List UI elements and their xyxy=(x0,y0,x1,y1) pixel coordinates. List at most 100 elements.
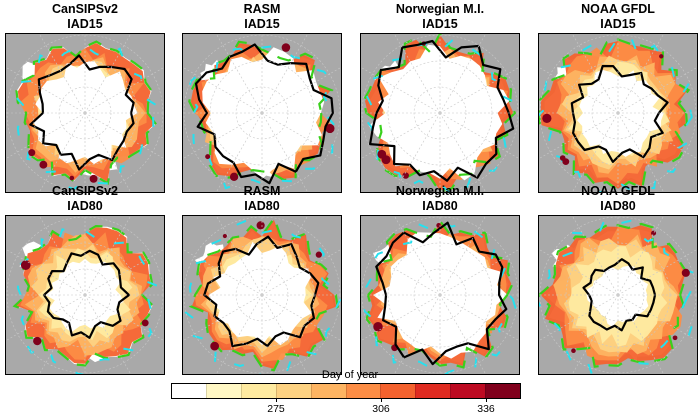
arctic-map xyxy=(5,215,165,375)
panel-model-title: CanSIPSv2 xyxy=(51,184,118,198)
map-svg xyxy=(539,216,697,374)
panel-metric-title: IAD15 xyxy=(67,17,103,31)
panel-model-title: CanSIPSv2 xyxy=(51,2,118,16)
longitude-gridline xyxy=(216,34,263,114)
map-svg xyxy=(183,216,341,374)
dark-red-spot xyxy=(229,172,239,181)
colorbar-swatch xyxy=(240,384,276,398)
dark-red-spot xyxy=(325,123,335,134)
panel-model-title: NOAA GFDL xyxy=(581,2,655,16)
longitude-gridline xyxy=(6,112,86,159)
colorbar-swatch xyxy=(310,384,346,398)
colorbar-swatch xyxy=(450,384,486,398)
dark-red-spot xyxy=(205,154,211,160)
dark-red-spot xyxy=(256,221,265,230)
longitude-gridline xyxy=(617,112,664,192)
longitude-gridline xyxy=(539,294,619,341)
cyan-edge xyxy=(539,35,694,192)
map-svg xyxy=(361,34,519,192)
colorbar-swatch xyxy=(485,384,521,398)
dark-red-spot xyxy=(39,160,48,169)
dark-red-spot xyxy=(35,339,41,345)
longitude-gridline xyxy=(261,112,308,192)
map-svg xyxy=(6,34,164,192)
green-edge xyxy=(539,38,691,192)
panel-model-title: RASM xyxy=(243,2,281,16)
longitude-gridline xyxy=(84,112,131,192)
ice-region xyxy=(208,241,312,346)
dark-red-spot xyxy=(402,172,409,179)
panel-model-title: Norwegian M.I. xyxy=(395,184,485,198)
dark-red-spot xyxy=(681,268,690,277)
longitude-gridline xyxy=(539,249,619,296)
dark-red-spot xyxy=(28,149,36,157)
longitude-gridline xyxy=(539,112,619,159)
arctic-map xyxy=(182,215,342,375)
panel-model-title: NOAA GFDL xyxy=(581,184,655,198)
ice-region xyxy=(577,69,664,157)
panel-metric-title: IAD80 xyxy=(244,199,280,213)
cyan-edge xyxy=(16,228,163,374)
dark-red-spot xyxy=(651,230,657,236)
green-edge xyxy=(539,222,688,368)
dark-red-spot xyxy=(659,54,664,59)
dark-red-spot xyxy=(281,43,291,52)
arctic-map xyxy=(538,215,698,375)
longitude-gridline xyxy=(84,294,164,341)
cyan-edge xyxy=(183,218,341,374)
cyan-edge xyxy=(363,219,518,374)
dark-red-spot xyxy=(571,348,576,354)
colorbar-tick xyxy=(276,399,277,402)
colorbar-swatch xyxy=(205,384,241,398)
dark-red-spot xyxy=(381,155,391,165)
panel-metric-title: IAD80 xyxy=(422,199,458,213)
dark-red-spot xyxy=(672,335,678,341)
longitude-gridline xyxy=(39,112,86,192)
colorbar-tick xyxy=(486,399,487,402)
longitude-gridline xyxy=(617,34,664,114)
colorbar-swatch xyxy=(275,384,311,398)
panel-metric-title: IAD15 xyxy=(422,17,458,31)
cyan-edge xyxy=(362,39,519,192)
colorbar-swatch xyxy=(345,384,381,398)
longitude-gridline xyxy=(394,34,441,114)
dark-red-spot xyxy=(141,319,149,327)
longitude-gridline xyxy=(84,112,164,159)
dark-red-spot xyxy=(69,175,75,181)
arctic-map xyxy=(538,33,698,193)
longitude-gridline xyxy=(84,67,164,114)
longitude-gridline xyxy=(39,34,86,114)
longitude-gridline xyxy=(439,34,486,114)
dark-red-spot xyxy=(20,260,31,270)
arctic-map xyxy=(5,33,165,193)
colorbar-title: Day of year xyxy=(321,369,379,381)
dark-red-spot xyxy=(542,113,552,123)
dark-red-spot xyxy=(89,174,98,183)
panel-model-title: Norwegian M.I. xyxy=(395,2,485,16)
longitude-gridline xyxy=(394,112,441,192)
colorbar-tick xyxy=(381,399,382,402)
colorbar-tick-label: 336 xyxy=(477,403,495,415)
colorbar-swatch xyxy=(172,384,206,398)
panel-metric-title: IAD15 xyxy=(600,17,636,31)
longitude-gridline xyxy=(216,112,263,192)
map-svg xyxy=(183,34,341,192)
longitude-gridline xyxy=(261,34,308,114)
arctic-map xyxy=(182,33,342,193)
cyan-edge xyxy=(186,45,339,190)
longitude-gridline xyxy=(84,249,164,296)
longitude-gridline xyxy=(6,294,86,341)
cyan-edge xyxy=(11,44,159,191)
colorbar-swatch xyxy=(415,384,451,398)
dark-red-spot xyxy=(315,251,322,258)
panel-metric-title: IAD80 xyxy=(600,199,636,213)
colorbar xyxy=(171,383,521,399)
longitude-gridline xyxy=(439,112,486,192)
map-svg xyxy=(6,216,164,374)
panel-metric-title: IAD80 xyxy=(67,199,103,213)
longitude-gridline xyxy=(6,67,86,114)
colorbar-tick-label: 306 xyxy=(372,403,390,415)
dark-red-spot xyxy=(375,324,380,329)
dark-red-spot xyxy=(210,341,220,351)
longitude-gridline xyxy=(84,34,131,114)
